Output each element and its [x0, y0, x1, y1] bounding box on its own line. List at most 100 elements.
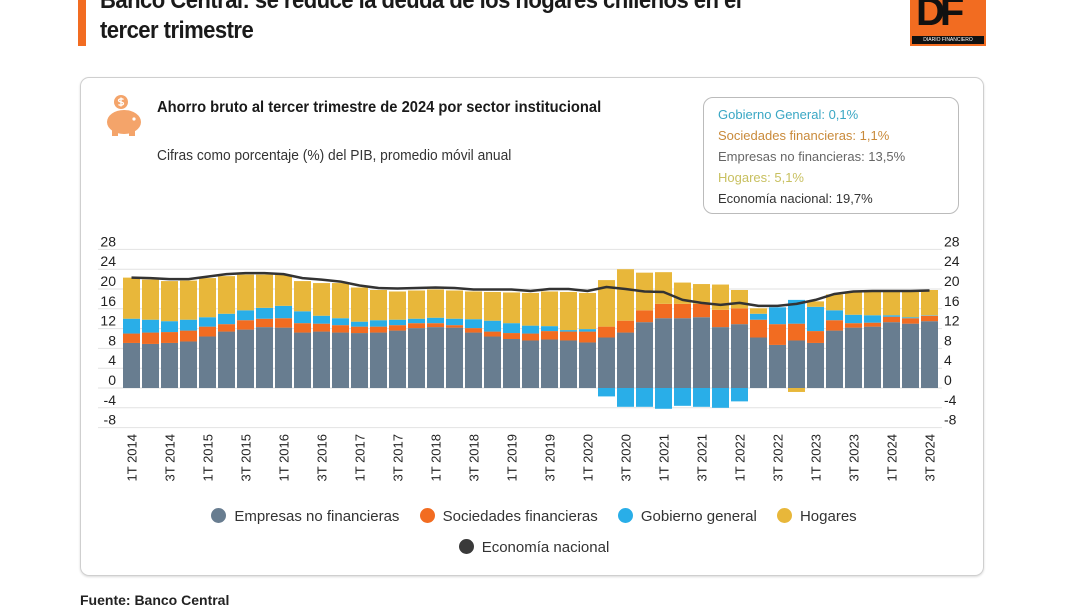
bar-segment-gobierno-general	[769, 307, 786, 325]
bar-segment-sociedades-financieras	[883, 316, 900, 323]
bar-segment-sociedades-financieras	[598, 326, 615, 338]
bar-segment-gobierno-general	[408, 318, 425, 324]
df-logo[interactable]: DF DIARIO FINANCIERO	[910, 0, 986, 46]
bar-segment-hogares	[503, 292, 520, 324]
callout-hogares: Hogares: 5,1%	[718, 170, 804, 185]
bar-segment-empresas-no-financieras	[446, 327, 463, 388]
accent-bar	[78, 0, 86, 46]
x-tick-label: 1T 2014	[125, 434, 140, 481]
legend-hogares: Hogares	[776, 508, 857, 526]
bar-segment-hogares	[370, 289, 387, 321]
bar-segment-gobierno-general	[218, 313, 235, 325]
y-tick-label-right: 12	[944, 313, 960, 329]
bar-segment-empresas-no-financieras	[161, 342, 178, 388]
bar-segment-sociedades-financieras	[693, 303, 710, 318]
bar-segment-gobierno-general	[256, 307, 273, 319]
bar-segment-empresas-no-financieras	[389, 330, 406, 388]
bar-segment-sociedades-financieras	[731, 308, 748, 325]
bar-segment-hogares	[237, 274, 254, 311]
x-tick-label: 1T 2017	[353, 434, 368, 481]
bar-segment-gobierno-general	[275, 305, 292, 319]
y-tick-label-right: 4	[944, 352, 952, 368]
legend-gobierno: Gobierno general	[617, 508, 757, 526]
x-tick-label: 3T 2018	[467, 434, 482, 481]
bar-segment-gobierno-general	[351, 321, 368, 327]
bar-segment-hogares	[294, 281, 311, 312]
bar-segment-empresas-no-financieras	[199, 336, 216, 388]
bar-segment-gobierno-general	[864, 315, 881, 323]
bar-segment-empresas-no-financieras	[351, 333, 368, 388]
bar-segment-hogares	[332, 283, 349, 319]
y-tick-label-left: 8	[108, 332, 116, 348]
y-tick-label-right: 24	[944, 253, 960, 269]
bar-segment-sociedades-financieras	[370, 326, 387, 333]
legend-label: Hogares	[799, 508, 857, 525]
bar-segment-empresas-no-financieras	[655, 318, 672, 388]
bar-segment-gobierno-general	[674, 388, 691, 406]
bar-segment-sociedades-financieras	[294, 323, 311, 333]
bar-segment-gobierno-general	[750, 313, 767, 320]
bar-segment-hogares	[560, 291, 577, 331]
bar-segment-gobierno-general	[389, 319, 406, 326]
x-tick-label: 1T 2024	[885, 434, 900, 481]
x-tick-label: 3T 2021	[695, 434, 710, 481]
bar-segment-empresas-no-financieras	[845, 327, 862, 388]
bar-segment-sociedades-financieras	[446, 325, 463, 328]
bar-segment-empresas-no-financieras	[427, 327, 444, 388]
legend-empresas: Empresas no financieras	[211, 508, 399, 526]
bar-segment-hogares	[845, 291, 862, 315]
bar-segment-gobierno-general	[541, 326, 558, 332]
bar-segment-hogares	[408, 290, 425, 319]
bar-segment-sociedades-financieras	[541, 331, 558, 340]
bar-segment-hogares	[731, 289, 748, 309]
bar-segment-empresas-no-financieras	[142, 343, 159, 388]
legend-label: Economía nacional	[481, 539, 610, 556]
bar-segment-sociedades-financieras	[161, 332, 178, 343]
y-tick-label-left: 16	[100, 293, 116, 309]
bar-segment-sociedades-financieras	[218, 324, 235, 332]
x-tick-label: 1T 2015	[201, 434, 216, 481]
bar-segment-gobierno-general	[560, 330, 577, 332]
bar-segment-sociedades-financieras	[256, 318, 273, 328]
bar-segment-empresas-no-financieras	[902, 323, 919, 388]
bar-segment-sociedades-financieras	[579, 331, 596, 343]
bar-segment-empresas-no-financieras	[579, 342, 596, 388]
bar-segment-hogares	[693, 284, 710, 304]
y-tick-label-left: 12	[100, 313, 116, 329]
logo-subtext: DIARIO FINANCIERO	[912, 36, 984, 44]
bar-segment-empresas-no-financieras	[180, 341, 197, 388]
bar-segment-sociedades-financieras	[427, 323, 444, 328]
x-tick-label: 1T 2023	[809, 434, 824, 481]
x-tick-label: 3T 2020	[619, 434, 634, 481]
summary-callout: Gobierno General: 0,1% Sociedades financ…	[703, 97, 959, 214]
bar-segment-sociedades-financieras	[807, 331, 824, 343]
legend-dot-icon	[211, 508, 227, 523]
bar-segment-sociedades-financieras	[826, 320, 843, 331]
legend-dot-icon	[617, 508, 633, 523]
logo-text: DF	[916, 0, 964, 34]
bar-segment-hogares	[598, 280, 615, 327]
bar-segment-sociedades-financieras	[655, 303, 672, 319]
bar-segment-gobierno-general	[199, 317, 216, 327]
y-tick-label-left: 28	[100, 233, 116, 249]
bar-segment-empresas-no-financieras	[484, 336, 501, 388]
bar-segment-gobierno-general	[237, 310, 254, 321]
bar-segment-empresas-no-financieras	[370, 332, 387, 388]
bar-segment-gobierno-general	[123, 318, 140, 334]
bar-segment-empresas-no-financieras	[237, 329, 254, 388]
bar-segment-hogares	[465, 291, 482, 320]
bar-segment-empresas-no-financieras	[313, 331, 330, 388]
bar-segment-sociedades-financieras	[389, 325, 406, 331]
chart-card	[80, 77, 984, 576]
bar-segment-sociedades-financieras	[313, 323, 330, 332]
bar-segment-hogares	[351, 287, 368, 322]
x-tick-label: 1T 2018	[429, 434, 444, 481]
x-tick-label: 1T 2021	[657, 434, 672, 481]
bar-segment-hogares	[750, 308, 767, 314]
bar-segment-sociedades-financieras	[408, 323, 425, 329]
bar-segment-empresas-no-financieras	[769, 344, 786, 388]
bar-segment-hogares	[389, 291, 406, 320]
legend-sociedades: Sociedades financieras	[419, 508, 598, 526]
bar-segment-empresas-no-financieras	[826, 330, 843, 388]
source-note: Fuente: Banco Central	[80, 592, 230, 608]
